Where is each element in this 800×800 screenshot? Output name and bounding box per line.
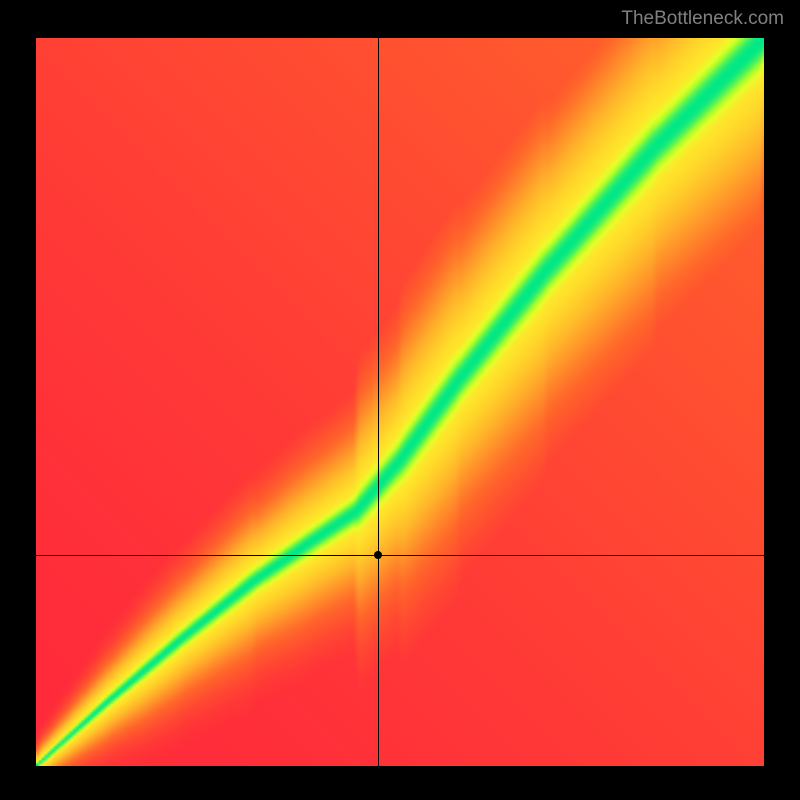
- heatmap-plot: [36, 38, 764, 766]
- watermark-text: TheBottleneck.com: [621, 8, 784, 30]
- heatmap-canvas: [36, 38, 764, 766]
